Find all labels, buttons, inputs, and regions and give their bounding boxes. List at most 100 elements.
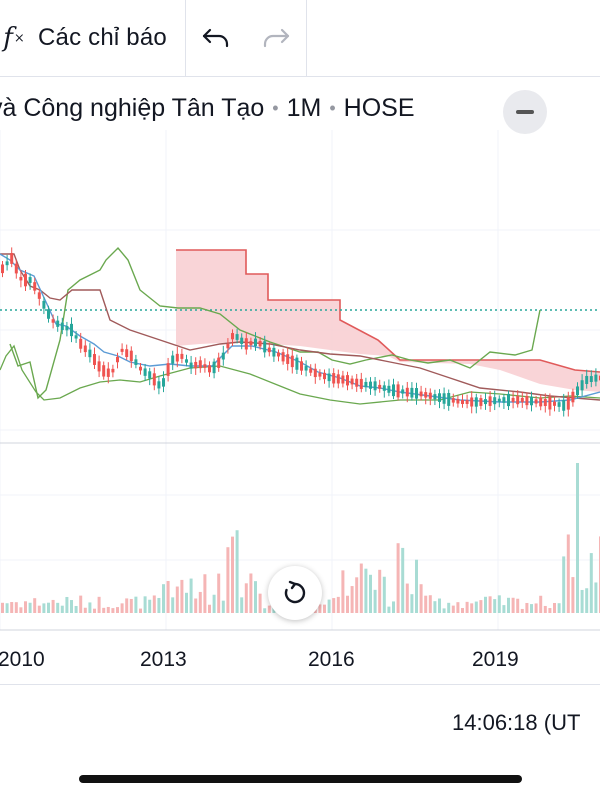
candle bbox=[585, 375, 589, 384]
candle bbox=[226, 343, 230, 349]
volume-bar bbox=[60, 605, 64, 613]
price-chart[interactable] bbox=[0, 130, 600, 635]
candle bbox=[419, 391, 423, 397]
candle bbox=[129, 350, 133, 362]
candle bbox=[134, 359, 138, 365]
volume-bar bbox=[438, 598, 441, 613]
candle bbox=[231, 333, 234, 340]
candle bbox=[37, 292, 41, 299]
legend-separator: • bbox=[272, 97, 279, 118]
exchange-label: HOSE bbox=[343, 93, 415, 122]
volume-bar bbox=[10, 602, 14, 613]
candle bbox=[171, 355, 175, 364]
candle bbox=[392, 384, 395, 397]
candle bbox=[221, 352, 225, 360]
volume-bar bbox=[323, 604, 326, 613]
volume-bar bbox=[539, 595, 543, 613]
candle bbox=[277, 352, 280, 357]
candle bbox=[557, 402, 561, 407]
x-tick-2016: 2016 bbox=[308, 648, 355, 671]
interval-label[interactable]: 1M bbox=[286, 93, 322, 122]
candle bbox=[93, 354, 96, 365]
candle bbox=[47, 309, 50, 319]
volume-bar bbox=[189, 578, 193, 613]
candle bbox=[189, 362, 193, 369]
time-axis-border bbox=[0, 684, 600, 685]
candle bbox=[378, 384, 382, 389]
volume-bar bbox=[594, 582, 598, 613]
volume-bar bbox=[461, 608, 464, 613]
legend-collapse-button[interactable] bbox=[503, 90, 547, 134]
volume-bar bbox=[152, 595, 156, 613]
volume-bar bbox=[548, 608, 552, 613]
volume-bar bbox=[369, 574, 372, 613]
chart-legend: và Công nghiệp Tân Tạo • 1M • HOSE bbox=[0, 78, 600, 138]
volume-bar bbox=[88, 602, 92, 613]
candle bbox=[539, 397, 543, 407]
volume-bar bbox=[19, 607, 23, 613]
undo-button[interactable] bbox=[186, 0, 246, 76]
chart-toolbar: f × Các chỉ báo bbox=[0, 0, 600, 77]
candle bbox=[465, 400, 469, 404]
candle bbox=[474, 397, 478, 407]
candle bbox=[580, 380, 584, 391]
volume-bar bbox=[97, 596, 101, 613]
volume-bar bbox=[562, 556, 566, 613]
volume-bar bbox=[350, 586, 354, 613]
candle bbox=[576, 386, 579, 396]
volume-bar bbox=[571, 577, 575, 613]
volume-bar bbox=[33, 598, 37, 613]
volume-bar bbox=[332, 598, 336, 613]
redo-button[interactable] bbox=[246, 0, 306, 76]
volume-bar bbox=[456, 602, 460, 613]
candle bbox=[350, 378, 354, 385]
volume-bar bbox=[217, 573, 221, 613]
chart-grid bbox=[0, 130, 600, 630]
volume-bar bbox=[428, 595, 432, 613]
candle bbox=[5, 261, 9, 266]
candle bbox=[139, 366, 142, 371]
candle bbox=[97, 361, 101, 372]
candle bbox=[14, 263, 18, 274]
candle bbox=[143, 368, 147, 376]
volume-bar bbox=[378, 569, 382, 613]
candle bbox=[19, 276, 23, 281]
volume-bar bbox=[24, 601, 27, 613]
redo-icon bbox=[263, 28, 290, 48]
volume-bar bbox=[194, 598, 198, 613]
lagging-span bbox=[9, 246, 541, 400]
volume-bar bbox=[180, 579, 184, 613]
volume-bar bbox=[1, 602, 4, 613]
candle bbox=[281, 352, 285, 362]
volume-bar bbox=[465, 601, 469, 613]
volume-bar bbox=[258, 593, 262, 613]
volume-bar bbox=[396, 543, 400, 613]
reset-chart-button[interactable] bbox=[268, 566, 322, 620]
volume-bar bbox=[576, 463, 579, 613]
volume-bar bbox=[470, 603, 474, 613]
candle bbox=[106, 368, 110, 377]
candle bbox=[332, 373, 336, 384]
x-tick-2010: 2010 bbox=[0, 648, 45, 671]
indicators-button[interactable]: f × Các chỉ báo bbox=[0, 0, 186, 76]
volume-bar bbox=[14, 602, 18, 613]
volume-bar bbox=[484, 596, 487, 613]
candle bbox=[102, 365, 106, 377]
candle bbox=[355, 378, 359, 387]
volume-bar bbox=[267, 605, 271, 613]
candle bbox=[484, 399, 487, 405]
volume-bar bbox=[148, 599, 152, 613]
candle bbox=[300, 361, 303, 371]
volume-bar bbox=[392, 601, 395, 613]
candle bbox=[263, 341, 267, 353]
candle bbox=[194, 361, 198, 369]
ichimoku-span-b bbox=[176, 249, 600, 373]
candle bbox=[341, 375, 345, 384]
volume-bar bbox=[516, 598, 520, 613]
candle bbox=[180, 353, 184, 359]
clock[interactable]: 14:06:18 (UT bbox=[452, 710, 581, 735]
x-tick-2019: 2019 bbox=[472, 648, 519, 671]
symbol-title[interactable]: và Công nghiệp Tân Tạo bbox=[0, 93, 265, 122]
volume-bar bbox=[185, 592, 188, 613]
candle bbox=[451, 398, 455, 403]
